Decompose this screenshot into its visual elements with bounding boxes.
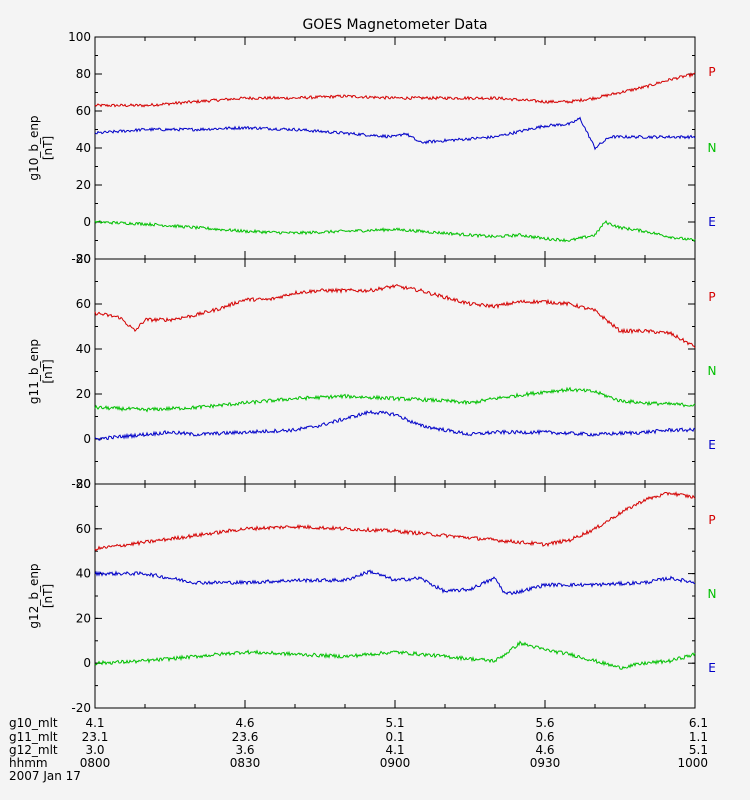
bottom-row-value: 1.1 <box>689 730 708 744</box>
y-tick-label: 80 <box>76 67 91 81</box>
bottom-row-value: 3.0 <box>85 743 104 757</box>
bottom-row-value: 5.1 <box>385 716 404 730</box>
bottom-row-value: 23.1 <box>82 730 109 744</box>
y-tick-label: 0 <box>83 215 91 229</box>
y-tick-label: 60 <box>76 104 91 118</box>
series-line-P <box>94 283 696 348</box>
bottom-row-value: 0930 <box>530 756 561 770</box>
legend-label-N: N <box>708 587 717 601</box>
bottom-row-label: g11_mlt <box>9 730 58 744</box>
bottom-row-value: 0.1 <box>385 730 404 744</box>
legend-label-E: E <box>708 438 716 452</box>
y-axis-label: g11_b_enp <box>27 339 41 404</box>
y-tick-label: 40 <box>76 567 91 581</box>
bottom-row-value: 1000 <box>677 756 708 770</box>
bottom-row-value: 0.6 <box>535 730 554 744</box>
y-tick-label: -20 <box>71 701 91 715</box>
panel-g10: -20 0 20 40 60 80 100 g10_b_enp [nT] P N E <box>27 30 716 266</box>
y-tick-label: 40 <box>76 141 91 155</box>
series-line-E <box>94 409 696 441</box>
y-tick-label: 80 <box>76 477 91 491</box>
bottom-row-value: 6.1 <box>689 716 708 730</box>
legend-label-N: N <box>708 141 717 155</box>
y-axis-unit: [nT] <box>41 136 55 160</box>
date-label: 2007 Jan 17 <box>9 769 81 783</box>
bottom-row-value: 3.6 <box>235 743 254 757</box>
y-tick-label: 80 <box>76 252 91 266</box>
series-line-N <box>94 116 696 151</box>
series-line-P <box>94 72 696 108</box>
panel-frame <box>94 258 696 485</box>
panel-frame <box>94 483 696 709</box>
series-line-P <box>94 491 696 552</box>
bottom-row-value: 0800 <box>80 756 111 770</box>
legend-label-P: P <box>708 290 715 304</box>
bottom-row-value: 5.1 <box>689 743 708 757</box>
bottom-row-value: 4.1 <box>385 743 404 757</box>
y-tick-label: 100 <box>68 30 91 44</box>
y-tick-label: 20 <box>76 387 91 401</box>
y-tick-label: -20 <box>71 477 91 491</box>
series-line-E <box>94 640 696 670</box>
y-tick-label: 40 <box>76 342 91 356</box>
bottom-row-value: 4.6 <box>535 743 554 757</box>
bottom-row-label: g12_mlt <box>9 743 58 757</box>
bottom-annotation-table: g10_mlt 4.1 4.6 5.1 5.6 6.1 g11_mlt 23.1 23.6 0.1… <box>9 716 708 770</box>
legend-label-N: N <box>708 364 717 378</box>
bottom-row-value: 23.6 <box>232 730 259 744</box>
panel-g11: -20 0 20 40 60 80 g11_b_enp [nT] P N E <box>27 252 716 491</box>
bottom-row-label: hhmm <box>9 756 48 770</box>
bottom-row-value: 4.1 <box>85 716 104 730</box>
bottom-row-value: 0900 <box>380 756 411 770</box>
y-axis-label: g12_b_enp <box>27 563 41 628</box>
y-tick-label: 0 <box>83 432 91 446</box>
series-line-N <box>94 569 696 596</box>
y-tick-label: 60 <box>76 297 91 311</box>
y-tick-label: 20 <box>76 178 91 192</box>
chart-title: GOES Magnetometer Data <box>302 17 487 33</box>
series-line-N <box>94 386 696 413</box>
legend-label-E: E <box>708 215 716 229</box>
legend-label-P: P <box>708 513 715 527</box>
bottom-row-value: 0830 <box>230 756 261 770</box>
y-axis-unit: [nT] <box>41 359 55 383</box>
y-axis-unit: [nT] <box>41 584 55 608</box>
y-tick-label: 20 <box>76 611 91 625</box>
bottom-row-value: 5.6 <box>535 716 554 730</box>
y-tick-label: -20 <box>71 252 91 266</box>
series-line-E <box>94 219 696 243</box>
y-tick-label: 60 <box>76 522 91 536</box>
bottom-row-value: 4.6 <box>235 716 254 730</box>
y-axis-label: g10_b_enp <box>27 115 41 180</box>
legend-label-E: E <box>708 661 716 675</box>
bottom-row-label: g10_mlt <box>9 716 58 730</box>
y-tick-label: 0 <box>83 656 91 670</box>
legend-label-P: P <box>708 65 715 79</box>
panel-g12: -20 0 20 40 60 80 g12_b_enp [nT] P N E <box>27 477 716 715</box>
